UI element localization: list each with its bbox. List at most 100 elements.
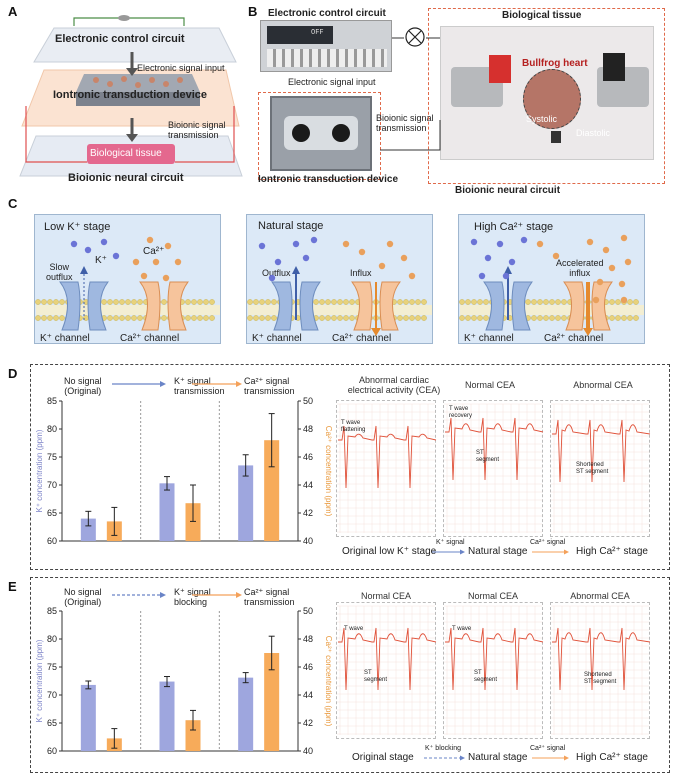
d-stage-1: Original low K⁺ stage (342, 546, 437, 557)
ecg-trace (552, 419, 651, 483)
lipid-head (397, 299, 403, 305)
c-channel-illustrations (35, 234, 644, 336)
d-ann-st: ST segment (476, 450, 500, 463)
k-outflux-arrowhead (292, 266, 300, 274)
k-ion-dot (508, 258, 516, 266)
lipid-head (185, 315, 191, 321)
lipid-head (615, 299, 621, 305)
y2-tick-label: 48 (303, 424, 313, 434)
bar-ca (185, 503, 201, 541)
lipid-head (35, 299, 41, 305)
panel-e-frame (30, 577, 670, 773)
lipid-head (253, 299, 259, 305)
lipid-head (319, 299, 325, 305)
y-axis-label: K⁺ concentration (ppm) (35, 639, 44, 722)
e-arrow-label-1: K⁺ blocking (425, 745, 461, 752)
d-ann-t-flattening: T wave flattening (341, 420, 366, 433)
y-tick-label: 75 (47, 662, 57, 672)
lipid-head (161, 299, 167, 305)
chart-e: 60 65 70 75 80 85 40 42 44 46 48 50 K⁺ concentration… (35, 606, 333, 756)
lipid-head (325, 299, 331, 305)
bar-k (80, 518, 96, 541)
k-channel-left (270, 281, 293, 331)
lipid-head (537, 299, 543, 305)
e-stage-2: Natural stage (468, 752, 528, 763)
k-channel-right (299, 281, 322, 331)
lipid-head (343, 315, 349, 321)
k-ion-dot (268, 274, 276, 282)
ca-ion-dot (386, 240, 394, 248)
k-ion-dot (496, 240, 504, 248)
ca-ion-dot (152, 258, 160, 266)
lipid-head (471, 299, 477, 305)
panel-label-b: B (248, 4, 258, 19)
d-legend-k-signal: K⁺ signal transmission (174, 376, 225, 396)
lipid-head (119, 315, 125, 321)
b-diastolic-label: Diastolic (576, 128, 611, 138)
lipid-head (421, 315, 427, 321)
lipid-head (137, 299, 143, 305)
c3-accelerated: Accelerated influx (556, 258, 604, 278)
e-ecg-box-1 (336, 602, 436, 739)
ca-channel-right (379, 281, 402, 331)
ca-ion-dot (552, 252, 560, 260)
d-ecg-box-1 (336, 400, 436, 537)
panel-d-frame (30, 364, 670, 570)
y2-axis-label: Ca²⁺ concentration (ppm) (324, 636, 333, 727)
k-ion-dot (258, 242, 266, 250)
chart-d: 60 65 70 75 80 85 40 42 44 46 48 50 K⁺ concentration… (35, 396, 333, 546)
k-channel-right (511, 281, 534, 331)
ca-ion-dot (608, 264, 616, 272)
lipid-head (325, 315, 331, 321)
lipid-head (197, 299, 203, 305)
control-instrument-photo: OFF (260, 20, 392, 72)
bar-k (238, 465, 254, 541)
ca-ion-dot (620, 296, 628, 304)
y2-tick-label: 44 (303, 480, 313, 490)
ca-ion-dot (536, 240, 544, 248)
ca-ion-dot (400, 254, 408, 262)
heart-photo (440, 26, 654, 160)
lipid-head (331, 315, 337, 321)
k-ion-dot (112, 252, 120, 260)
lipid-head (113, 299, 119, 305)
e-legend-k-blocking: K⁺ signal blocking (174, 587, 211, 607)
y2-tick-label: 42 (303, 718, 313, 728)
ecg-traces-e (337, 605, 651, 735)
c3-title: High Ca²⁺ stage (474, 221, 554, 233)
lipid-head (421, 299, 427, 305)
lipid-head (477, 315, 483, 321)
e-ann-t-wave-2: T wave (452, 626, 472, 632)
k-ion-dot (70, 240, 78, 248)
lipid-head (549, 315, 555, 321)
lipid-head (253, 315, 259, 321)
lipid-tails (248, 305, 432, 315)
lipid-head (119, 299, 125, 305)
k-channel-left (58, 281, 81, 331)
lipid-tails (460, 305, 644, 315)
bar-ca (185, 720, 201, 751)
lipid-head (609, 315, 615, 321)
lipid-head (209, 299, 215, 305)
lipid-head (549, 299, 555, 305)
ca-ion-dot (146, 236, 154, 244)
b-heart-label: Bullfrog heart (522, 58, 588, 69)
a-signal-input: Electronic signal input (137, 63, 225, 73)
lipid-head (337, 315, 343, 321)
lipid-head (555, 315, 561, 321)
lipid-head (265, 315, 271, 321)
e-ann-st-2: ST segment (474, 670, 498, 683)
d-stage-2: Natural stage (468, 546, 528, 557)
lipid-head (265, 299, 271, 305)
y-axis-label: K⁺ concentration (ppm) (35, 429, 44, 512)
c1-k-channel: K⁺ channel (40, 333, 90, 344)
lipid-head (525, 299, 531, 305)
d-legend-ca-signal: Ca²⁺ signal transmission (244, 376, 295, 396)
y2-tick-label: 46 (303, 662, 313, 672)
k-ion-dot (478, 272, 486, 280)
device-frame (258, 92, 381, 180)
e-stage-1: Original stage (352, 752, 414, 763)
a-device-label: Iontronic transduction device (53, 89, 208, 101)
y2-tick-label: 42 (303, 508, 313, 518)
lipid-head (627, 299, 633, 305)
